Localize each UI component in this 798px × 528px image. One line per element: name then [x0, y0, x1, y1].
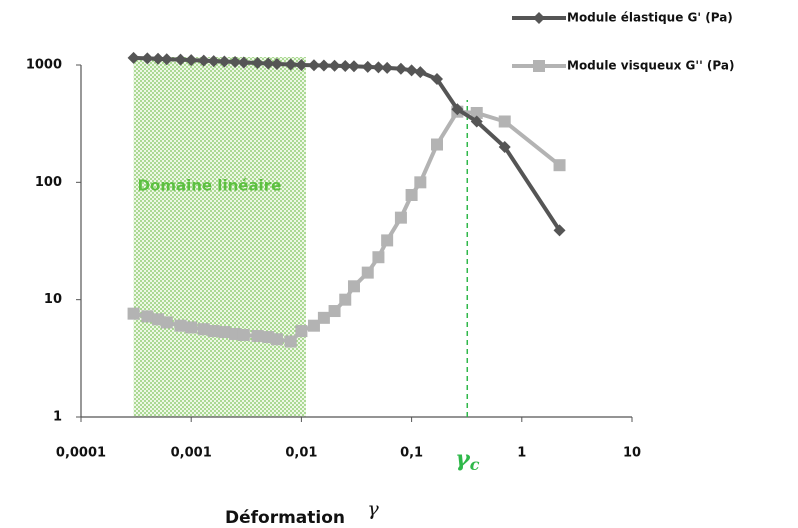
point — [339, 60, 352, 73]
point — [372, 251, 385, 264]
point — [207, 55, 220, 68]
point — [270, 57, 283, 70]
y-tick-label: 100 — [35, 175, 62, 190]
point — [394, 211, 407, 224]
point — [127, 51, 140, 64]
y-tick-label: 10 — [44, 292, 62, 307]
point — [218, 326, 231, 339]
point — [430, 138, 443, 151]
point — [317, 311, 330, 324]
point — [127, 307, 140, 320]
point — [229, 56, 242, 69]
point — [174, 319, 187, 332]
x-tick-label: 0,0001 — [56, 446, 106, 461]
x-axis-symbol: γ — [367, 498, 379, 520]
point — [237, 328, 250, 341]
point — [284, 58, 297, 71]
point — [347, 60, 360, 73]
point — [394, 62, 407, 75]
point — [405, 188, 418, 201]
y-tick-label: 1000 — [26, 58, 62, 73]
legend-marker — [533, 60, 545, 72]
point — [284, 335, 297, 348]
point — [152, 52, 165, 65]
x-tick-label: 1 — [517, 446, 526, 461]
point — [197, 54, 210, 67]
point — [361, 60, 374, 73]
point — [498, 115, 511, 128]
x-tick-label: 0,01 — [285, 446, 317, 461]
legend-marker — [533, 12, 545, 24]
point — [197, 323, 210, 336]
legend-label: Module visqueux G'' (Pa) — [567, 59, 734, 73]
linear-domain-label: Domaine linéaire — [138, 177, 282, 195]
linear-domain — [133, 57, 306, 417]
point — [160, 316, 173, 329]
point — [470, 106, 483, 119]
point — [160, 53, 173, 66]
point — [470, 115, 483, 128]
point — [207, 325, 220, 338]
point — [553, 159, 566, 172]
point — [295, 325, 308, 338]
point — [328, 305, 341, 318]
point — [270, 333, 283, 346]
point — [381, 234, 394, 247]
point — [361, 266, 374, 279]
point — [141, 52, 154, 65]
point — [185, 54, 198, 67]
point — [347, 280, 360, 293]
x-axis-label: Déformation — [225, 508, 345, 528]
point — [307, 319, 320, 332]
point — [405, 64, 418, 77]
point — [414, 66, 427, 79]
point — [251, 330, 264, 343]
point — [451, 103, 464, 116]
x-tick-label: 0,001 — [171, 446, 212, 461]
point — [174, 53, 187, 66]
critical-strain-sub: c — [470, 455, 480, 474]
x-tick-label: 10 — [623, 446, 641, 461]
point — [185, 321, 198, 334]
point — [251, 57, 264, 70]
critical-strain-symbol: γ — [455, 446, 471, 472]
point — [295, 59, 308, 71]
point — [218, 55, 231, 68]
x-tick-label: 0,1 — [400, 446, 423, 461]
point — [237, 56, 250, 69]
point — [372, 61, 385, 74]
point — [141, 310, 154, 323]
point — [317, 59, 330, 72]
critical-strain-label: γc — [455, 446, 480, 474]
y-tick-label: 1 — [53, 410, 62, 425]
point — [498, 141, 511, 154]
point — [381, 61, 394, 74]
legend-label: Module élastique G' (Pa) — [567, 11, 733, 25]
point — [307, 59, 320, 72]
point — [414, 176, 427, 189]
point — [339, 293, 352, 306]
point — [553, 224, 566, 237]
point — [328, 59, 341, 72]
point — [430, 72, 443, 85]
point — [262, 57, 275, 70]
